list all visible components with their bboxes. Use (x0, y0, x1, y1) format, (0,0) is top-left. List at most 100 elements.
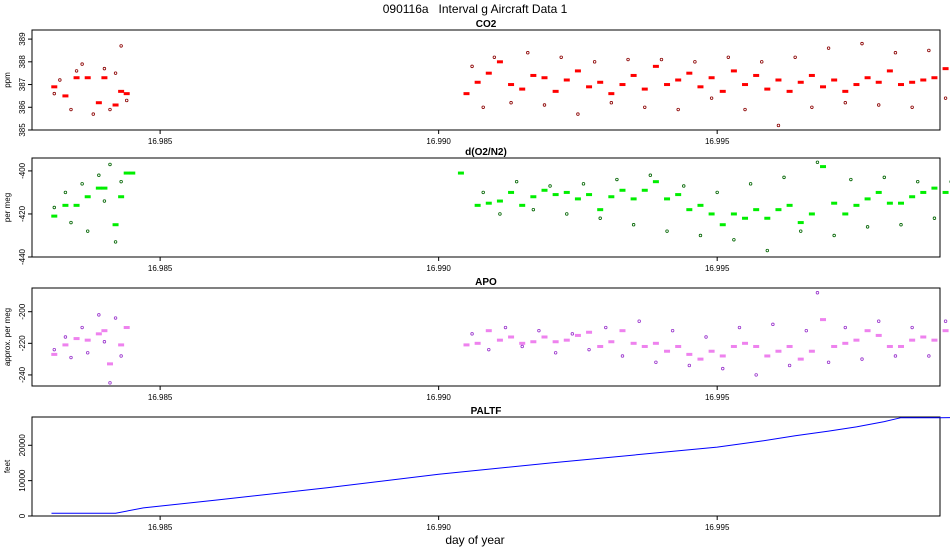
panel-co2-raw-point (709, 96, 714, 100)
panel-co2-raw-point (726, 55, 731, 59)
panel-apo-raw-point (771, 322, 775, 327)
panel-o2n2-raw-point (865, 225, 870, 229)
panel-apo-raw-point (113, 316, 118, 320)
panel-apo-raw-point (86, 351, 90, 355)
panel-co2-raw-point (492, 55, 497, 59)
panel-co2-raw-point (58, 78, 62, 82)
panel-co2-raw-point (91, 112, 95, 116)
panel-apo-raw-point (787, 363, 792, 368)
panel-co2-raw-point (760, 60, 764, 64)
panel-apo-frame (31, 287, 941, 387)
panel-apo-raw-point (587, 347, 591, 352)
panel-co2-ytick-label: 389 (18, 32, 27, 46)
panel-co2-raw-point (124, 98, 129, 103)
panel-co2-raw-point (693, 60, 697, 64)
panel-paltf-ylabel: feet (3, 459, 12, 473)
panel-o2n2-raw-point (631, 223, 636, 227)
panel-o2n2-raw-point (932, 216, 937, 220)
panel-paltf-xtick-label: 16.990 (426, 523, 451, 532)
panel-o2n2-raw-point (119, 179, 123, 184)
panel-o2n2-frame (31, 157, 941, 258)
panel-o2n2-raw-point (97, 173, 101, 177)
panel-co2-raw-point (108, 107, 112, 112)
panel-co2-raw-point (643, 105, 647, 109)
panel-apo-raw-point (520, 344, 524, 349)
panel-o2n2-raw-point (682, 184, 686, 188)
panel-o2n2-raw-point (548, 184, 552, 188)
panel-co2-raw-point (470, 64, 474, 69)
panel-co2-ytick-label: 385 (18, 123, 27, 137)
panel-paltf-ytick-label: 20000 (18, 434, 27, 457)
panel-apo-raw-point (503, 325, 508, 330)
panel-o2n2-xtick-label: 16.995 (705, 264, 730, 273)
panel-co2-raw-point (659, 57, 664, 62)
panel-apo-raw-point (102, 340, 107, 344)
panel-o2n2-ytick-label: -400 (18, 162, 27, 179)
panel-apo-xtick-label: 16.995 (705, 393, 730, 402)
panel-o2n2-raw-point (69, 220, 73, 225)
panel-o2n2-ylabel: per meg (3, 193, 12, 222)
panel-apo-raw-point (687, 363, 692, 368)
panel-o2n2-raw-point (815, 160, 820, 165)
panel-apo-raw-point (637, 319, 641, 323)
panel-co2-raw-point (69, 107, 73, 112)
panel-o2n2-raw-point (86, 229, 90, 233)
panel-apo-raw-point (119, 354, 123, 358)
panel-o2n2-raw-point (52, 205, 56, 210)
panel-apo-raw-point (97, 313, 101, 317)
panel-o2n2-raw-point (615, 177, 619, 182)
panel-o2n2-xtick-label: 16.990 (426, 264, 451, 273)
panel-apo-raw-point (910, 325, 914, 330)
panel-apo-raw-point (721, 366, 725, 371)
panel-co2-raw-point (526, 51, 530, 55)
panel-co2-raw-point (113, 71, 118, 75)
panel-o2n2-raw-point (849, 177, 853, 182)
panel-co2-raw-point (810, 105, 814, 109)
panel-o2n2-raw-point (799, 229, 803, 233)
panel-o2n2-raw-point (715, 190, 719, 195)
panel-co2-raw-point (826, 46, 831, 50)
panel-apo-raw-point (927, 354, 931, 358)
panel-co2-ytick-label: 388 (18, 55, 27, 69)
panel-apo-ytick-label: -220 (18, 335, 27, 352)
x-axis-label: day of year (445, 533, 504, 547)
panel-apo-xtick-label: 16.990 (426, 393, 451, 402)
panel-co2-raw-point (943, 96, 948, 100)
panel-co2-raw-point (542, 103, 547, 107)
panel-o2n2-raw-point (102, 199, 107, 203)
panel-co2-raw-point (52, 91, 56, 96)
panel-apo-raw-point (804, 328, 809, 333)
panel-o2n2-raw-point (63, 190, 68, 195)
panel-co2-raw-point (910, 105, 914, 109)
panel-apo-raw-point (826, 360, 831, 364)
panel-apo-ytick-label: -200 (18, 303, 27, 320)
panel-co2-xtick-label: 16.995 (705, 137, 730, 146)
panel-o2n2-raw-point (581, 182, 586, 186)
panel-o2n2-raw-point (832, 233, 836, 238)
panel-o2n2-xtick-label: 16.985 (148, 264, 173, 273)
panel-co2-raw-point (676, 107, 680, 112)
panel-apo-raw-point (604, 325, 608, 330)
panel-co2-raw-point (626, 57, 630, 62)
panel-apo-raw-point (487, 347, 491, 352)
panel-paltf-xtick-label: 16.995 (705, 523, 730, 532)
panel-o2n2-raw-point (899, 223, 903, 227)
panel-paltf-frame (31, 416, 941, 517)
panel-apo-xtick-label: 16.985 (148, 393, 173, 402)
panel-apo-raw-point (754, 373, 758, 377)
panel-co2-raw-point (609, 101, 614, 105)
panel-co2-title: CO2 (476, 19, 497, 30)
panel-co2-raw-point (743, 107, 747, 112)
panel-o2n2-raw-point (648, 173, 653, 177)
figure-title: 090116a Interval g Aircraft Data 1 (382, 2, 568, 16)
panel-co2-ytick-label: 386 (18, 100, 27, 114)
panel-o2n2-raw-point (882, 175, 886, 180)
panel-paltf-ytick-label: 10000 (18, 469, 27, 492)
panel-apo-raw-point (52, 347, 56, 352)
panel-co2-raw-point (793, 55, 797, 59)
panel-apo-ylabel: approx. per meg (3, 308, 12, 366)
panel-paltf-xtick-label: 16.985 (148, 523, 173, 532)
panel-co2-xtick-label: 16.985 (148, 137, 173, 146)
panel-o2n2-raw-point (782, 175, 786, 180)
